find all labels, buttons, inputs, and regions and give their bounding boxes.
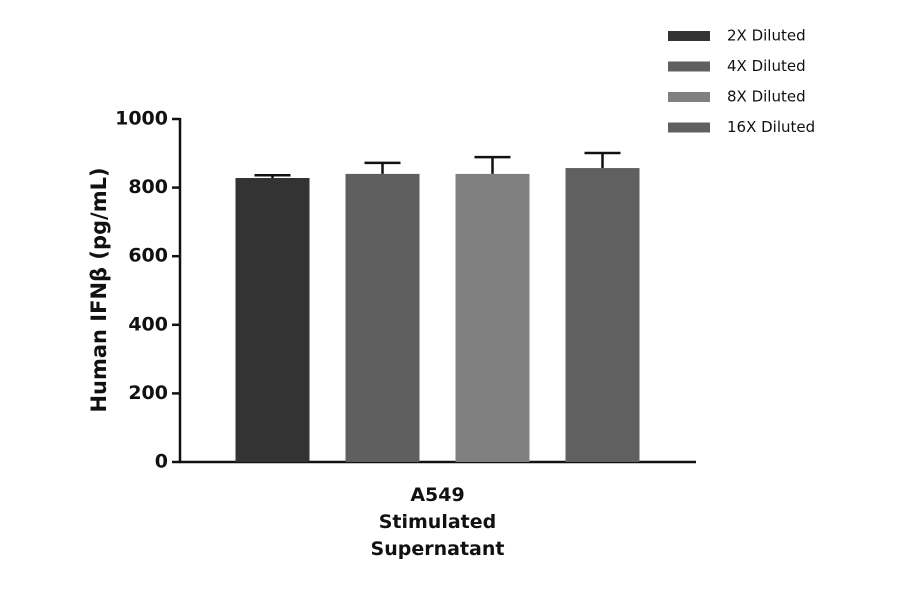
legend-label: 8X Diluted xyxy=(727,88,806,106)
error-bar xyxy=(364,161,401,174)
y-tick-label: 400 xyxy=(128,313,168,335)
y-axis-label: Human IFNβ (pg/mL) xyxy=(87,167,111,412)
legend-label: 4X Diluted xyxy=(727,57,806,75)
legend-swatch xyxy=(668,122,710,133)
legend-swatch xyxy=(668,92,710,102)
y-tick-label: 1000 xyxy=(115,108,168,130)
x-tick-label: A549 Stimulated Supernatant xyxy=(371,484,505,560)
bar xyxy=(565,168,640,462)
legend-label: 16X Diluted xyxy=(727,118,815,136)
legend-label: 2X Diluted xyxy=(727,27,806,45)
error-bar xyxy=(474,155,511,174)
bar xyxy=(235,177,310,462)
bar xyxy=(345,173,420,462)
y-tick-label: 0 xyxy=(155,451,168,473)
error-bar xyxy=(254,174,291,178)
bar xyxy=(455,173,530,462)
y-tick-label: 200 xyxy=(128,382,168,404)
legend-swatch xyxy=(668,31,710,41)
y-tick-label: 800 xyxy=(128,176,168,198)
error-bar xyxy=(584,151,621,169)
legend-swatch xyxy=(668,61,710,72)
y-tick-label: 600 xyxy=(128,245,168,267)
